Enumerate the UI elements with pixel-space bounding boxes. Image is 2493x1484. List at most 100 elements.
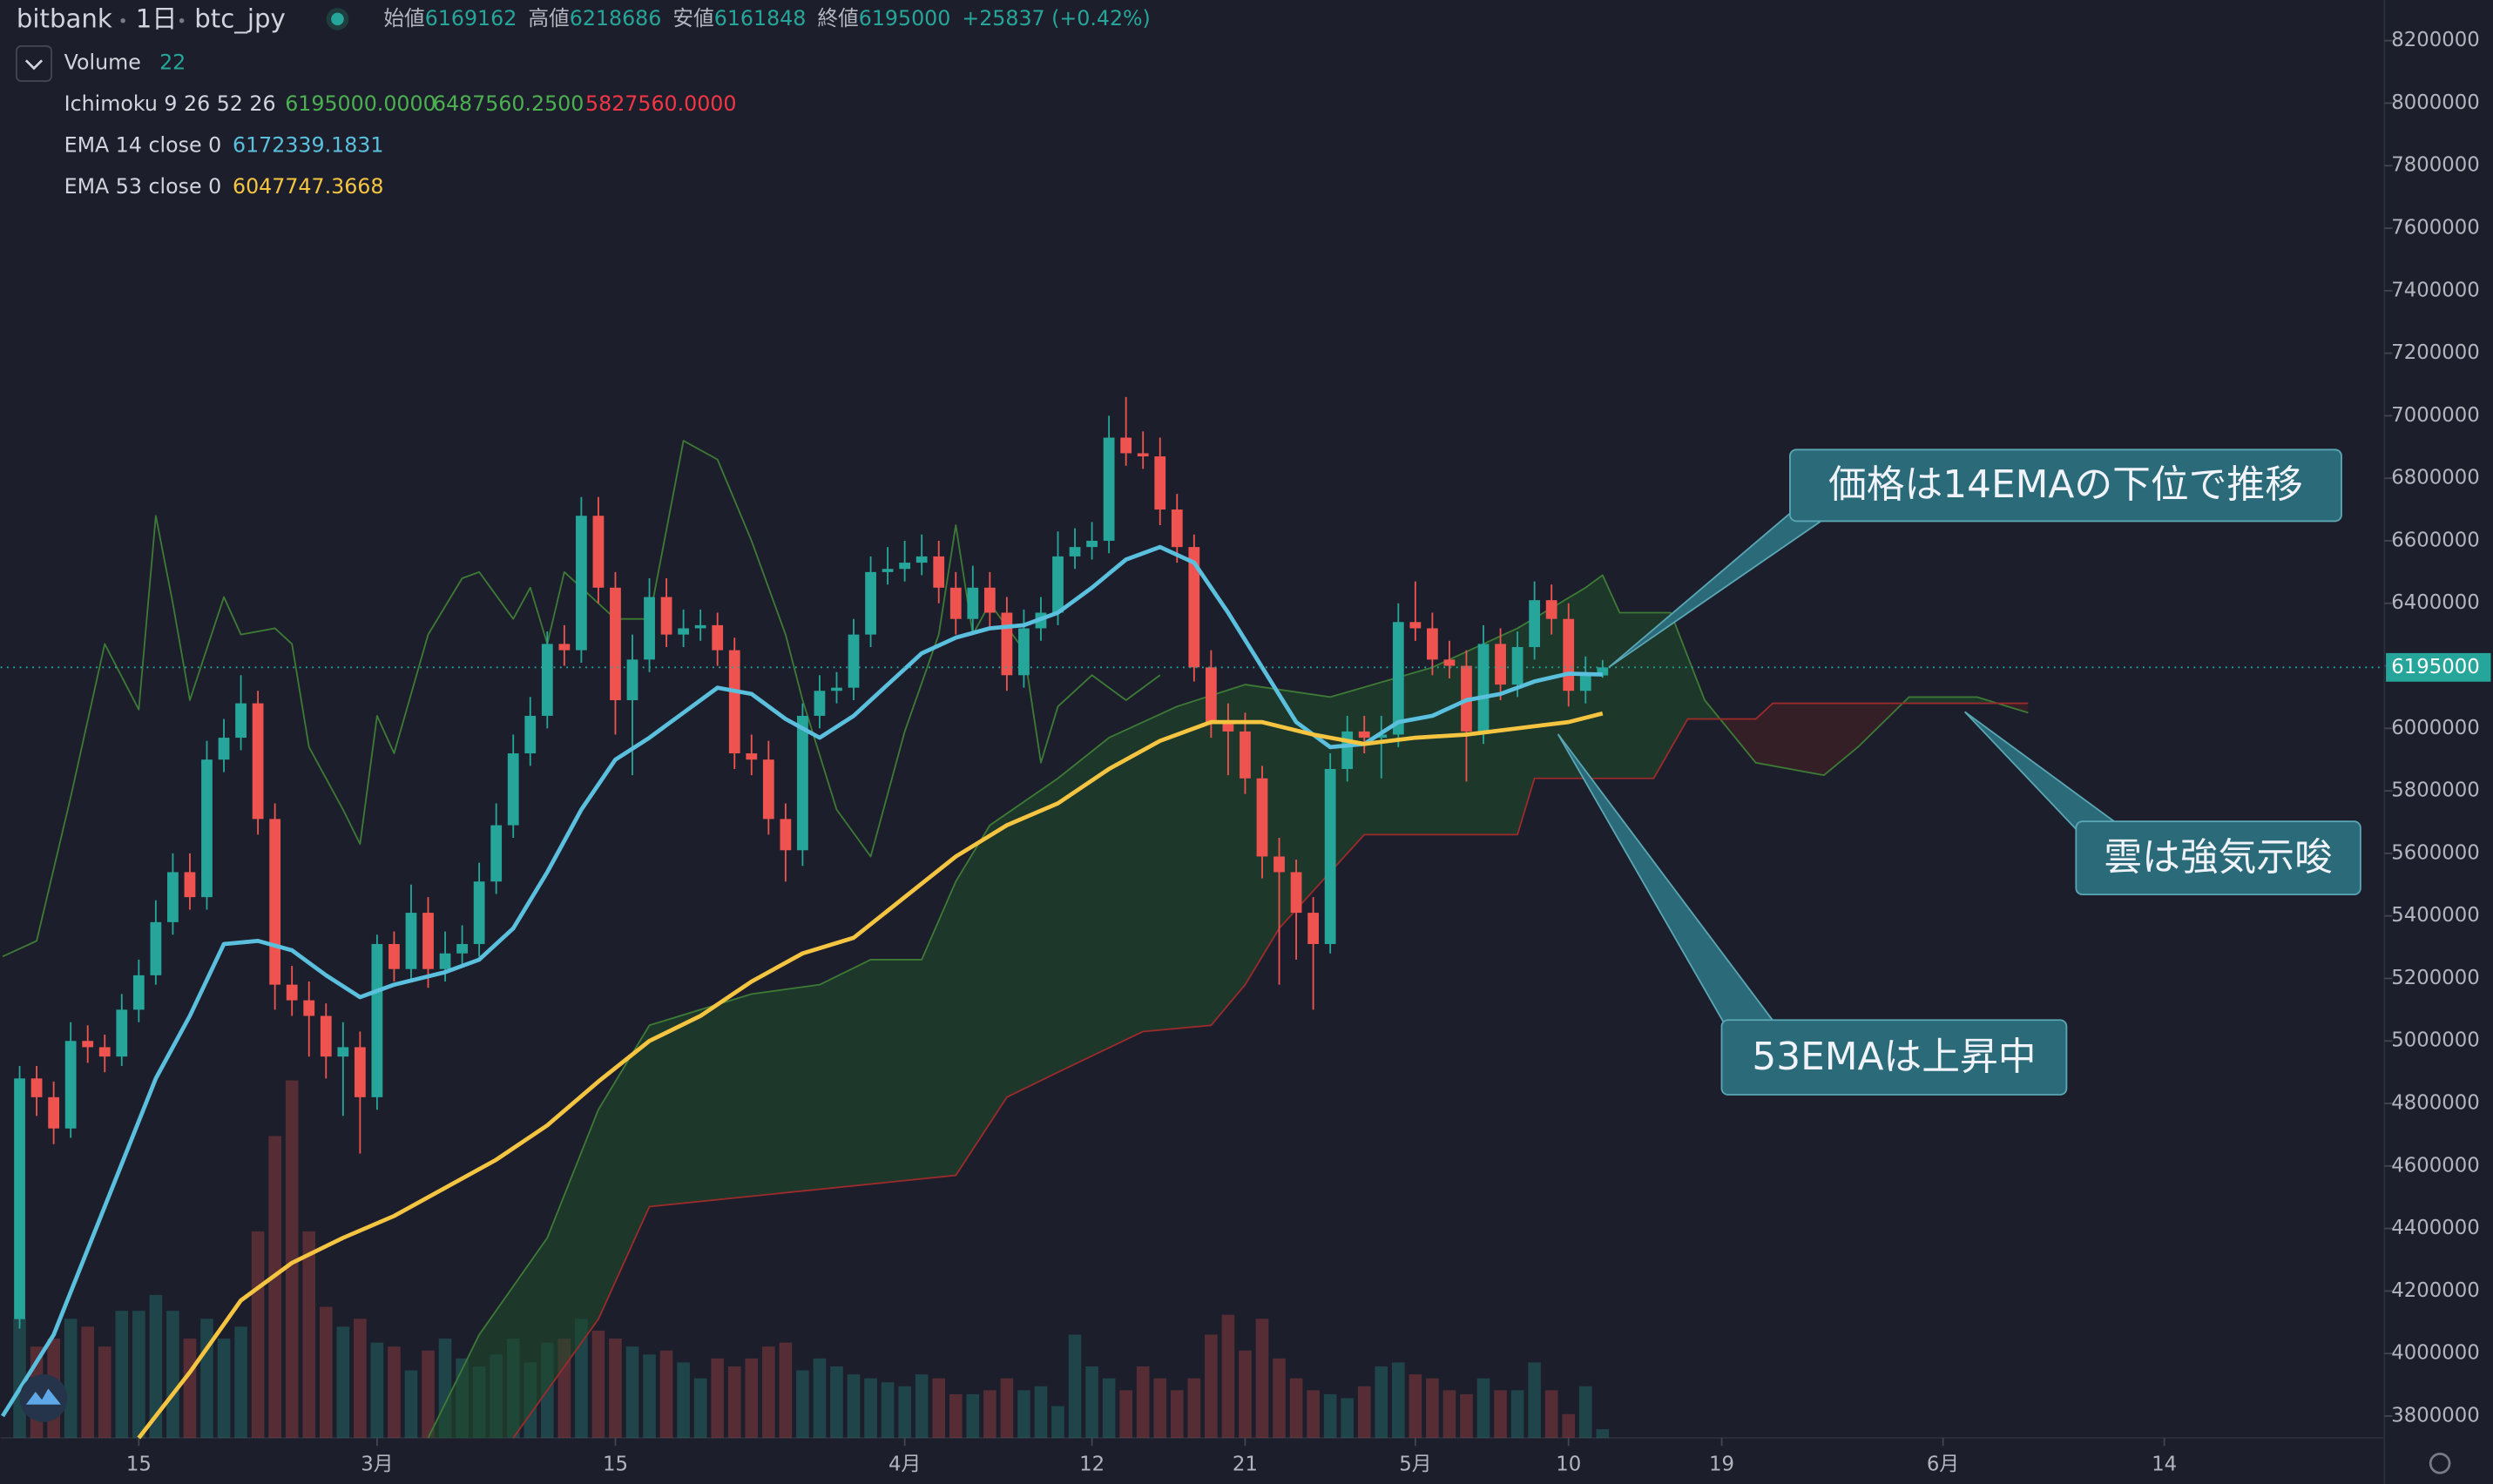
candle-body bbox=[82, 1041, 94, 1048]
volume-bar bbox=[1119, 1390, 1132, 1439]
volume-bar bbox=[1578, 1386, 1592, 1439]
price-label-box bbox=[2386, 652, 2491, 682]
leading-span-b bbox=[512, 702, 2029, 1439]
plot: 3800000 4000000 4200000 4400000 4600000 48000… bbox=[0, 29, 2491, 1476]
candle-body bbox=[1052, 556, 1064, 613]
separator bbox=[120, 17, 125, 24]
volume-bar bbox=[1409, 1374, 1422, 1439]
candle-body bbox=[1290, 872, 1302, 914]
volume-bar bbox=[1187, 1378, 1201, 1439]
volume-bar bbox=[625, 1346, 639, 1439]
volume-bar bbox=[609, 1339, 622, 1439]
volume-bar bbox=[796, 1370, 809, 1439]
legend-ichimoku[interactable]: Ichimoku 9 26 52 26 bbox=[64, 91, 276, 116]
interval: 1日 bbox=[136, 4, 178, 34]
x-tick-label: 4月 bbox=[888, 1454, 921, 1476]
volume-bar bbox=[302, 1231, 316, 1439]
volume-bar bbox=[1510, 1390, 1524, 1439]
status-dot bbox=[331, 12, 344, 26]
candle-body bbox=[1001, 612, 1013, 676]
volume-bar bbox=[932, 1378, 946, 1439]
volume-bar bbox=[1051, 1406, 1064, 1439]
legend-ema53[interactable]: EMA 53 close 0 bbox=[64, 174, 222, 199]
legend-ichimoku-value: 5827560.0000 bbox=[585, 91, 736, 116]
ema-line bbox=[137, 711, 1604, 1440]
overlay: bitbank 1日 btc_jpy 始値6169162 高値6218686 安… bbox=[15, 4, 2451, 1474]
change: +25837 (+0.42%) bbox=[962, 5, 1150, 30]
volume-bar bbox=[166, 1311, 179, 1439]
candle-body bbox=[712, 624, 724, 651]
candle-body bbox=[541, 644, 553, 716]
candle-body bbox=[1120, 437, 1132, 454]
volume-bar bbox=[847, 1374, 861, 1439]
candle-body bbox=[1086, 540, 1098, 548]
volume-bar bbox=[762, 1346, 775, 1439]
volume-bar bbox=[693, 1378, 707, 1439]
volume-bar bbox=[319, 1306, 333, 1439]
y-tick-label: 5200000 bbox=[2391, 967, 2480, 989]
y-tick-label: 5600000 bbox=[2391, 841, 2480, 864]
candle-body bbox=[524, 715, 537, 754]
volume-bar bbox=[1426, 1378, 1439, 1439]
candle-body bbox=[1443, 659, 1456, 666]
candle-body bbox=[575, 516, 587, 651]
volume-bar bbox=[1221, 1314, 1235, 1439]
candle-body bbox=[1597, 667, 1609, 676]
candle-body bbox=[762, 759, 774, 820]
candle-body bbox=[1341, 731, 1354, 769]
candle-body bbox=[371, 943, 383, 1097]
candle-body bbox=[218, 738, 230, 760]
candle-body bbox=[1529, 600, 1541, 647]
x-tick-label: 14 bbox=[2152, 1454, 2177, 1476]
candle-body bbox=[320, 1015, 332, 1057]
y-tick-label: 8000000 bbox=[2391, 91, 2480, 114]
x-tick-label: 12 bbox=[1079, 1454, 1105, 1476]
candle-body bbox=[1154, 456, 1166, 510]
y-tick-label: 8200000 bbox=[2391, 29, 2480, 51]
volume-bar bbox=[1460, 1393, 1473, 1439]
volume-bar bbox=[64, 1319, 78, 1439]
collapse-button[interactable] bbox=[15, 44, 52, 82]
candle-body bbox=[831, 687, 842, 691]
volume-bar bbox=[677, 1362, 690, 1439]
x-tick-label: 15 bbox=[126, 1454, 152, 1476]
volume-bar bbox=[354, 1319, 367, 1439]
volume-bar bbox=[727, 1366, 741, 1439]
y-tick-label: 5000000 bbox=[2391, 1029, 2480, 1052]
candle-body bbox=[337, 1047, 349, 1057]
candle-body bbox=[167, 872, 179, 922]
volume-bar bbox=[1357, 1386, 1371, 1439]
y-tick-label: 4600000 bbox=[2391, 1154, 2480, 1177]
callout-box bbox=[1720, 1019, 2068, 1096]
legend-volume[interactable]: Volume bbox=[64, 50, 141, 74]
candle-body bbox=[1103, 437, 1115, 541]
volume-bar bbox=[1255, 1319, 1269, 1439]
candle-body bbox=[405, 913, 417, 969]
volume-bar bbox=[234, 1326, 247, 1439]
volume-bar bbox=[422, 1350, 435, 1439]
candle-body bbox=[286, 984, 298, 1001]
candle-body bbox=[1324, 768, 1336, 944]
candle-body bbox=[949, 587, 962, 619]
volume-bar bbox=[966, 1393, 980, 1439]
legend-ema14-value: 6172339.1831 bbox=[233, 132, 383, 157]
volume-bar bbox=[1289, 1378, 1303, 1439]
settings-icon[interactable] bbox=[2429, 1452, 2451, 1474]
x-tick-label: 21 bbox=[1233, 1454, 1258, 1476]
y-tick-label: 6600000 bbox=[2391, 529, 2480, 551]
volume-bar bbox=[1068, 1334, 1082, 1439]
candle-body bbox=[1018, 628, 1030, 676]
x-tick-label: 3月 bbox=[361, 1454, 393, 1476]
volume-bar bbox=[1323, 1393, 1337, 1439]
candle-body bbox=[269, 819, 281, 985]
volume-bar bbox=[1239, 1350, 1252, 1439]
candle-body bbox=[797, 715, 808, 851]
legend-ema14[interactable]: EMA 14 close 0 bbox=[64, 132, 222, 157]
volume-bar bbox=[336, 1326, 350, 1439]
candle-body bbox=[728, 650, 740, 754]
volume-bar bbox=[1494, 1390, 1507, 1439]
volume-bar bbox=[1000, 1378, 1014, 1439]
candle-body bbox=[64, 1041, 77, 1129]
y-tick-label: 7600000 bbox=[2391, 217, 2480, 239]
